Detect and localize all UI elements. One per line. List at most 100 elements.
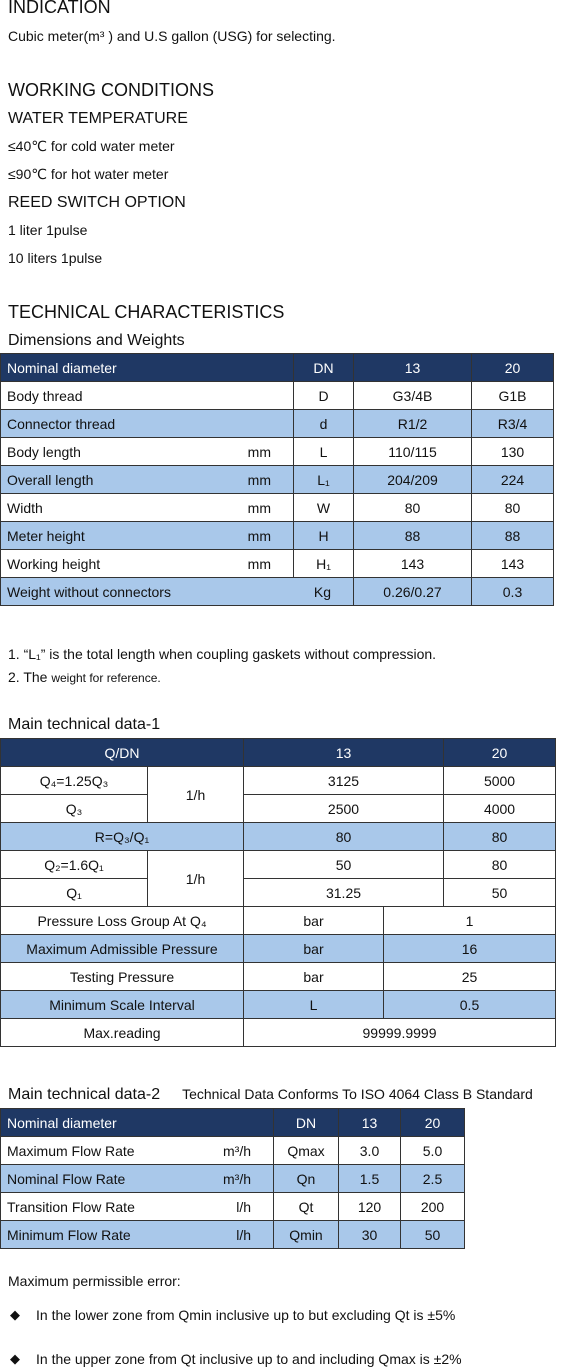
table-cell: 1.5 bbox=[338, 1164, 401, 1193]
row-name: Weight without connectors bbox=[7, 583, 171, 600]
row-name: Transition Flow Rate bbox=[7, 1198, 135, 1215]
row-name: Maximum Flow Rate bbox=[7, 1142, 135, 1159]
technical-data-1-table: Q/DN 13 20 Q₄=1.25Q₃ 1/h 3125 5000 Q₃ 2500 4000 R=… bbox=[0, 738, 557, 1047]
table-row: Body length mm L 110/115 130 bbox=[0, 437, 554, 466]
table-cell: 25 bbox=[382, 962, 557, 991]
table-cell: 3.0 bbox=[338, 1136, 401, 1165]
table-row: Width mm W 80 80 bbox=[0, 493, 554, 522]
note: 1. “L₁” is the total length when couplin… bbox=[8, 646, 437, 662]
table-cell: Testing Pressure bbox=[0, 962, 244, 991]
table-cell: 0.3 bbox=[471, 577, 554, 606]
table-row: Q₃ 2500 4000 bbox=[0, 794, 557, 823]
table-cell: 16 bbox=[382, 934, 557, 963]
table-cell: L bbox=[243, 990, 384, 1019]
row-name: Minimum Flow Rate bbox=[7, 1226, 131, 1243]
cell-content: Weight without connectors Kg bbox=[7, 584, 347, 600]
table-row: Body thread D G3/4B G1B bbox=[0, 381, 554, 410]
table-cell: 5.0 bbox=[400, 1136, 465, 1165]
table-cell: DN bbox=[273, 1108, 339, 1137]
table-cell: d bbox=[293, 409, 354, 438]
table-cell: 50 bbox=[443, 878, 557, 907]
table-cell: 143 bbox=[471, 549, 554, 578]
table-cell: 30 bbox=[338, 1220, 401, 1249]
cell-content: Overall length mm bbox=[7, 472, 287, 488]
subheading: Main technical data-1 bbox=[8, 716, 161, 733]
table-row: Testing Pressure bar 25 bbox=[0, 962, 557, 991]
table-cell: Weight without connectors Kg bbox=[0, 577, 354, 606]
table-cell: 2500 bbox=[242, 794, 445, 823]
bullet-text: In the lower zone from Qmin inclusive up… bbox=[36, 1307, 456, 1323]
table-cell: 1 bbox=[382, 906, 557, 935]
note-prefix: 2. The bbox=[8, 669, 48, 685]
table-row: Weight without connectors Kg 0.26/0.27 0.3 bbox=[0, 577, 554, 606]
text: ≤40℃ for cold water meter bbox=[8, 138, 175, 154]
table-cell: 80 bbox=[443, 850, 557, 879]
table-cell: Body length mm bbox=[0, 437, 294, 466]
subheading: WATER TEMPERATURE bbox=[8, 110, 188, 127]
table-row: Nominal Flow Rate m³/h Qn 1.5 2.5 bbox=[0, 1164, 465, 1193]
bullet-text: In the upper zone from Qt inclusive up t… bbox=[36, 1351, 462, 1367]
table-cell: D bbox=[293, 381, 354, 410]
cell-content: Minimum Flow Rate l/h bbox=[7, 1227, 267, 1243]
table-cell: 80 bbox=[353, 493, 472, 522]
table-row: Maximum Admissible Pressure bar 16 bbox=[0, 934, 557, 963]
table-cell: L₁ bbox=[293, 465, 354, 494]
cell-content: Connector thread bbox=[7, 416, 287, 432]
table-cell: 50 bbox=[400, 1220, 465, 1249]
table-cell: Maximum Admissible Pressure bbox=[0, 934, 244, 963]
table-cell: L bbox=[293, 437, 354, 466]
table-row: Minimum Flow Rate l/h Qmin 30 50 bbox=[0, 1220, 465, 1249]
table-cell: 1/h bbox=[147, 850, 244, 907]
table-row: Pressure Loss Group At Q₄ bar 1 bbox=[0, 906, 557, 935]
table-row: Minimum Scale Interval L 0.5 bbox=[0, 990, 557, 1019]
table-cell: G1B bbox=[471, 381, 554, 410]
row-name: Connector thread bbox=[7, 415, 116, 432]
table-cell: Meter height mm bbox=[0, 521, 294, 550]
table-cell: 13 bbox=[242, 738, 445, 767]
table-row: Max.reading 99999.9999 bbox=[0, 1018, 557, 1047]
table-cell: G3/4B bbox=[353, 381, 472, 410]
text: 1 liter 1pulse bbox=[8, 222, 88, 238]
table-cell: Maximum Flow Rate m³/h bbox=[0, 1136, 274, 1165]
table-cell: 0.26/0.27 bbox=[353, 577, 472, 606]
row-name: Body length bbox=[7, 443, 81, 460]
table-cell: Qt bbox=[273, 1192, 339, 1221]
cell-content: Width mm bbox=[7, 500, 287, 516]
row-unit: mm bbox=[247, 499, 271, 516]
table-row: Nominal diameter DN 13 20 bbox=[0, 1108, 465, 1137]
cell-content: Nominal Flow Rate m³/h bbox=[7, 1171, 267, 1187]
table-cell: H bbox=[293, 521, 354, 550]
table-row: Q/DN 13 20 bbox=[0, 738, 557, 767]
table-cell: 20 bbox=[443, 738, 557, 767]
bullet-icon: ◆ bbox=[10, 1307, 20, 1322]
note: 2. The weight for reference. bbox=[8, 669, 161, 685]
table-cell: R1/2 bbox=[353, 409, 472, 438]
table-cell: Working height mm bbox=[0, 549, 294, 578]
table-cell: 130 bbox=[471, 437, 554, 466]
table-cell: 110/115 bbox=[353, 437, 472, 466]
table-cell: Connector thread bbox=[0, 409, 294, 438]
table-cell: DN bbox=[293, 353, 354, 382]
cell-content: Maximum Flow Rate m³/h bbox=[7, 1143, 267, 1159]
table-row: Working height mm H₁ 143 143 bbox=[0, 549, 554, 578]
table-cell: Q/DN bbox=[0, 738, 244, 767]
table-cell: Minimum Flow Rate l/h bbox=[0, 1220, 274, 1249]
text: ≤90℃ for hot water meter bbox=[8, 166, 169, 182]
subheading: REED SWITCH OPTION bbox=[8, 194, 186, 211]
row-unit: mm bbox=[247, 471, 271, 488]
table-cell: Max.reading bbox=[0, 1018, 244, 1047]
row-unit: mm bbox=[247, 443, 271, 460]
cell-content: Body length mm bbox=[7, 444, 287, 460]
table-caption: Main technical data-2 Technical Data Conf… bbox=[8, 1086, 533, 1104]
table-cell: H₁ bbox=[293, 549, 354, 578]
table-cell: Width mm bbox=[0, 493, 294, 522]
table-cell: 99999.9999 bbox=[242, 1018, 557, 1047]
table-cell: Qmin bbox=[273, 1220, 339, 1249]
table-row: Q₁ 31.25 50 bbox=[0, 878, 557, 907]
table-cell: 20 bbox=[471, 353, 554, 382]
cell-content: Working height mm bbox=[7, 556, 287, 572]
table-cell: Nominal diameter bbox=[0, 1108, 274, 1137]
table-cell: Nominal Flow Rate m³/h bbox=[0, 1164, 274, 1193]
table-cell: 204/209 bbox=[353, 465, 472, 494]
